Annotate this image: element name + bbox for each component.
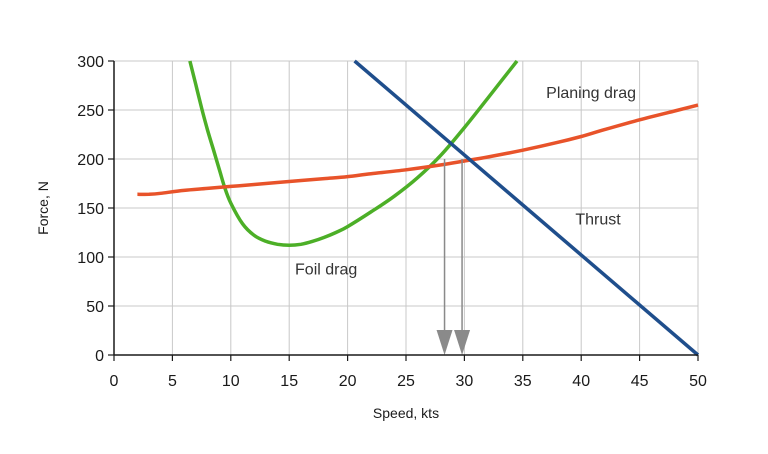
y-tick-label: 50 [86,299,104,316]
x-tick-label: 35 [514,373,532,390]
annotations: Planing drag Thrust Foil drag [295,85,636,278]
series-line-planing-drag [137,103,699,197]
x-axis-title: Speed, kts [373,405,439,421]
y-tick-label: 250 [77,103,104,120]
y-axis-title: Force, N [35,181,51,235]
y-tick-label: 0 [95,348,104,365]
x-tick-label: 30 [456,373,474,390]
annotation-thrust: Thrust [575,212,621,229]
x-tick-label: 25 [397,373,415,390]
series-line-foil-drag [188,59,519,247]
y-tick-label: 150 [77,201,104,218]
x-tick-label: 40 [572,373,590,390]
x-tick-label: 10 [222,373,240,390]
y-tick-label: 200 [77,152,104,169]
ticks: 0 5 10 15 20 25 30 35 40 45 50 0 50 100 150 200 250 300 [77,54,707,390]
curves [137,59,700,357]
annotation-foil-drag: Foil drag [295,262,357,279]
x-tick-label: 50 [689,373,707,390]
x-tick-label: 20 [339,373,357,390]
annotation-planing-drag: Planing drag [546,85,636,102]
y-tick-label: 100 [77,250,104,267]
x-tick-label: 45 [631,373,649,390]
grid [114,60,699,355]
x-tick-label: 5 [168,373,177,390]
x-tick-label: 0 [110,373,119,390]
marker-arrow [454,330,471,355]
marker-arrow [436,330,453,355]
y-tick-label: 300 [77,54,104,71]
x-tick-label: 15 [280,373,298,390]
series-line-thrust [353,59,700,357]
markers [436,159,471,355]
